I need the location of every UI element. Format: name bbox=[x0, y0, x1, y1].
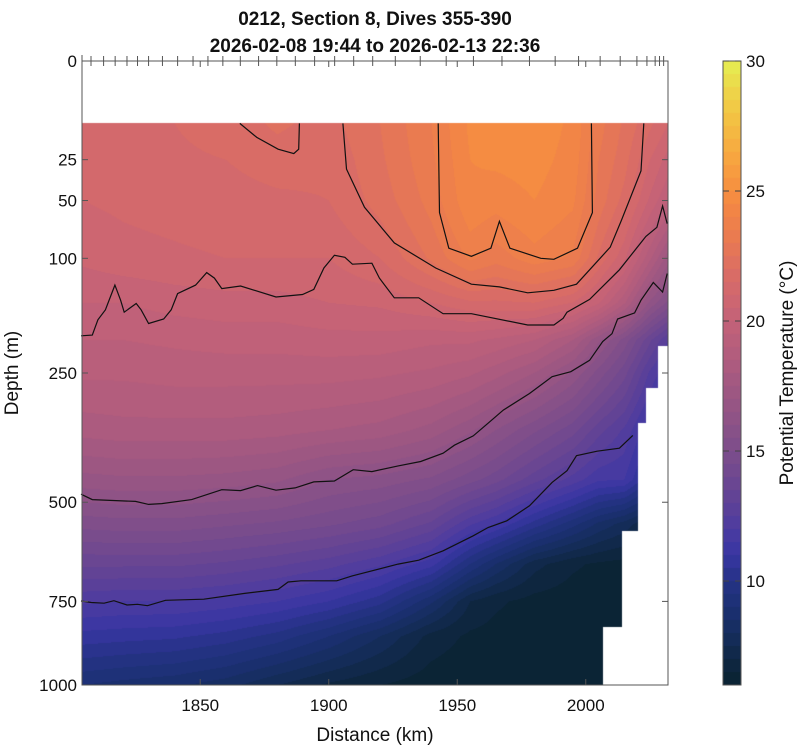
contour-line-22 bbox=[239, 122, 300, 155]
y-tick-label: 0 bbox=[68, 52, 77, 71]
plot-frame bbox=[81, 60, 669, 686]
chart-title-line-2: 2026-02-08 19:44 to 2026-02-13 22:36 bbox=[210, 36, 541, 57]
x-axis-label: Distance (km) bbox=[316, 725, 433, 746]
y-axis-label: Depth (m) bbox=[2, 331, 23, 415]
colorbar-tick-label: 25 bbox=[746, 182, 765, 201]
contour-line-12 bbox=[80, 434, 634, 607]
colorbar-tick-label: 30 bbox=[746, 52, 765, 71]
x-tick-label: 1900 bbox=[310, 696, 348, 715]
contour-line-16 bbox=[80, 273, 668, 506]
colorbar-gradient bbox=[723, 61, 741, 685]
x-tick-label: 1950 bbox=[438, 696, 476, 715]
y-tick-label: 50 bbox=[58, 192, 77, 211]
y-tick-label: 750 bbox=[49, 592, 77, 611]
colorbar-tick-label: 15 bbox=[746, 442, 765, 461]
y-tick-label: 100 bbox=[49, 249, 77, 268]
chart-title-line-1: 0212, Section 8, Dives 355-390 bbox=[238, 9, 512, 30]
colorbar-tick-label: 20 bbox=[746, 312, 765, 331]
colorbar-tick-label: 10 bbox=[746, 572, 765, 591]
contour-line-20 bbox=[80, 203, 668, 337]
temperature-field bbox=[82, 61, 668, 685]
y-tick-label: 1000 bbox=[39, 676, 77, 695]
x-tick-label: 2000 bbox=[567, 696, 605, 715]
axes: 0 25 50 100 250 500 750 1000 1850 1900 1950 2000 bbox=[39, 52, 668, 715]
colorbar-axis: 10 15 20 25 30 bbox=[723, 52, 765, 591]
contour-line-22 bbox=[342, 123, 645, 294]
y-tick-label: 250 bbox=[49, 364, 77, 383]
y-tick-label: 500 bbox=[49, 493, 77, 512]
contour-lines bbox=[80, 122, 668, 607]
y-tick-label: 25 bbox=[58, 151, 77, 170]
colorbar-frame bbox=[722, 60, 742, 686]
colorbar-label: Potential Temperature (°C) bbox=[777, 261, 798, 486]
x-tick-label: 1850 bbox=[181, 696, 219, 715]
contour-line-24 bbox=[437, 123, 594, 260]
